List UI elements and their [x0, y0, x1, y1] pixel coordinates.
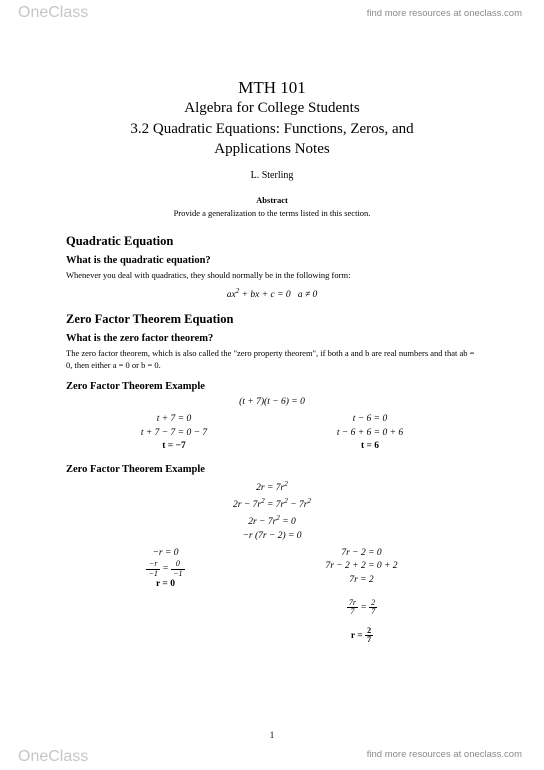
eq-line: 7r = 2 — [325, 574, 397, 588]
eq-text: ax2 + bx + c = 0 a ≠ 0 — [227, 290, 318, 300]
course-name: Algebra for College Students — [66, 100, 478, 117]
section-title-line1: 3.2 Quadratic Equations: Functions, Zero… — [66, 119, 478, 139]
eq-line: 7r − 2 + 2 = 0 + 2 — [325, 560, 397, 574]
example1-equations: (t + 7)(t − 6) = 0 t + 7 = 0 t + 7 − 7 =… — [66, 396, 478, 454]
brand-one: One — [18, 4, 48, 21]
example1-top: (t + 7)(t − 6) = 0 — [66, 396, 478, 410]
equation-quadratic-form: ax2 + bx + c = 0 a ≠ 0 — [66, 287, 478, 300]
body-zero-factor: The zero factor theorem, which is also c… — [66, 348, 478, 371]
page-number: 1 — [0, 730, 544, 740]
brand-class: Class — [48, 748, 88, 765]
example2-right-col: 7r − 2 = 0 7r − 2 + 2 = 0 + 2 7r = 2 — [325, 547, 397, 592]
eq-line: t = −7 — [141, 440, 207, 454]
eq-line: t = 6 — [337, 440, 403, 454]
example1-right-col: t − 6 = 0 t − 6 + 6 = 0 + 6 t = 6 — [337, 413, 403, 454]
eq-line: −r−1 = 0−1 — [146, 560, 184, 577]
example2-stack: 2r = 7r2 2r − 7r2 = 7r2 − 7r2 2r − 7r2 =… — [66, 479, 478, 544]
author: L. Sterling — [66, 170, 478, 181]
eq-line: 2r − 7r2 = 0 — [66, 513, 478, 530]
abstract-text: Provide a generalization to the terms li… — [66, 208, 478, 218]
example2-left-col: −r = 0 −r−1 = 0−1 r = 0 — [146, 547, 184, 592]
heading-quadratic-equation: Quadratic Equation — [66, 234, 478, 249]
eq-line: t − 6 = 0 — [337, 413, 403, 427]
tagline-bottom: find more resources at oneclass.com — [367, 749, 522, 760]
eq-line: −r (7r − 2) = 0 — [66, 530, 478, 544]
brand-one: One — [18, 748, 48, 765]
watermark-logo-bottom: OneClass — [18, 748, 88, 766]
subheading-what-is-zero-factor: What is the zero factor theorem? — [66, 333, 478, 344]
eq-line: r = 0 — [146, 578, 184, 592]
heading-example-1: Zero Factor Theorem Example — [66, 381, 478, 392]
watermark-logo-top: OneClass — [18, 4, 88, 22]
document-page: MTH 101 Algebra for College Students 3.2… — [0, 0, 544, 684]
eq-line: 7r − 2 = 0 — [325, 547, 397, 561]
eq-line: t − 6 + 6 = 0 + 6 — [337, 427, 403, 441]
abstract-label: Abstract — [66, 195, 478, 205]
example2-equations: 2r = 7r2 2r − 7r2 = 7r2 − 7r2 2r − 7r2 =… — [66, 479, 478, 644]
title-block: MTH 101 Algebra for College Students 3.2… — [66, 78, 478, 160]
course-code: MTH 101 — [66, 78, 478, 98]
example2-frac1: 7r7 = 27 — [66, 599, 478, 616]
tagline-top: find more resources at oneclass.com — [367, 8, 522, 19]
eq-line: t + 7 − 7 = 0 − 7 — [141, 427, 207, 441]
example1-left-col: t + 7 = 0 t + 7 − 7 = 0 − 7 t = −7 — [141, 413, 207, 454]
eq-line: 2r − 7r2 = 7r2 − 7r2 — [66, 496, 478, 513]
heading-zero-factor: Zero Factor Theorem Equation — [66, 312, 478, 327]
example2-final: r = 27 — [66, 627, 478, 644]
brand-class: Class — [48, 4, 88, 21]
section-title-line2: Applications Notes — [66, 139, 478, 159]
heading-example-2: Zero Factor Theorem Example — [66, 464, 478, 475]
subheading-what-is-quadratic: What is the quadratic equation? — [66, 255, 478, 266]
eq-line: 2r = 7r2 — [66, 479, 478, 496]
eq-line: −r = 0 — [146, 547, 184, 561]
eq-line: t + 7 = 0 — [141, 413, 207, 427]
body-quadratic: Whenever you deal with quadratics, they … — [66, 270, 478, 281]
